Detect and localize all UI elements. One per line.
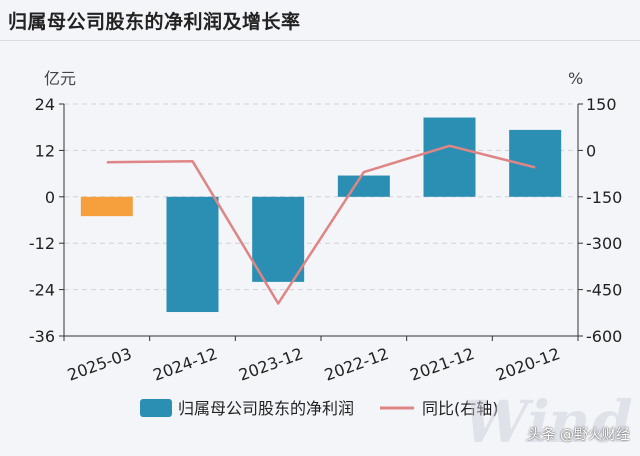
y-right-tick-label: -450 xyxy=(586,281,622,300)
chart: 24 12 0 -12 -24 -36 150 0 -150 -300 -450 -600 亿元 % 202… xyxy=(29,69,622,418)
y-left-tick-label: -24 xyxy=(29,281,55,300)
watermark: Wind xyxy=(455,388,640,456)
legend: 归属母公司股东的净利润 同比(右轴) xyxy=(140,399,499,418)
title-bar: 归属母公司股东的净利润及增长率 xyxy=(0,0,640,41)
chart-title: 归属母公司股东的净利润及增长率 xyxy=(8,11,301,33)
grid xyxy=(64,103,578,291)
x-tick-label: 2025-03 xyxy=(65,344,134,385)
labels: 24 12 0 -12 -24 -36 150 0 -150 -300 -450 -600 亿元 % 202… xyxy=(29,69,622,385)
y-left-label: 亿元 xyxy=(44,69,76,88)
y-left-tick-label: 12 xyxy=(35,141,55,160)
x-tick-label: 2020-12 xyxy=(493,344,562,385)
y-right-label: % xyxy=(568,69,583,88)
line-yoy xyxy=(106,144,536,305)
x-tick-label: 2024-12 xyxy=(151,344,220,385)
x-tick-label: 2022-12 xyxy=(322,344,391,385)
y-right-tick-label: 0 xyxy=(586,141,596,160)
y-left-tick-label: 0 xyxy=(45,188,55,207)
y-right-tick-label: 150 xyxy=(586,95,617,114)
legend-swatch-bar xyxy=(140,399,172,417)
bar-2025-03 xyxy=(80,196,133,217)
bar-2022-12 xyxy=(337,175,390,197)
y-left-tick-label: 24 xyxy=(35,95,55,114)
y-left-tick-label: -12 xyxy=(29,234,55,253)
bar-2021-12 xyxy=(423,117,476,197)
y-right-tick-label: -150 xyxy=(586,188,622,207)
axes xyxy=(59,103,583,341)
y-left-tick-label: -36 xyxy=(29,327,55,346)
credit-text: 头条 @野火财经 xyxy=(527,427,630,443)
line-series xyxy=(106,144,536,305)
bars xyxy=(80,117,562,313)
bar-2024-12 xyxy=(166,196,219,313)
y-right-tick-label: -600 xyxy=(586,327,622,346)
legend-label-line: 同比(右轴) xyxy=(422,399,499,418)
x-tick-label: 2023-12 xyxy=(236,344,305,385)
y-right-tick-label: -300 xyxy=(586,234,622,253)
legend-label-bar: 归属母公司股东的净利润 xyxy=(178,399,354,418)
bar-2023-12 xyxy=(252,196,305,282)
x-tick-label: 2021-12 xyxy=(408,344,477,385)
